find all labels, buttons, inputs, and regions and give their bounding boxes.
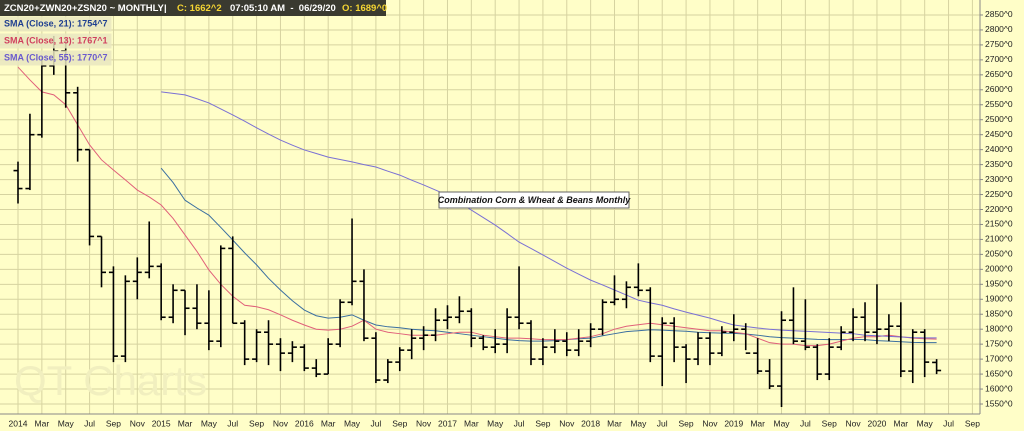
x-tick-label: 2019 <box>724 418 743 428</box>
x-tick-label: Jul <box>227 418 238 428</box>
y-tick-label: 2750^0 <box>985 39 1013 49</box>
x-tick-label: Nov <box>702 418 718 428</box>
x-tick-label: 2017 <box>438 418 457 428</box>
header-separator: | <box>164 3 167 14</box>
x-tick-label: Sep <box>679 418 694 428</box>
ohlc-bars <box>13 35 942 408</box>
y-tick-label: 1900^0 <box>985 294 1013 304</box>
y-tick-label: 2500^0 <box>985 114 1013 124</box>
y-tick-label: 2200^0 <box>985 204 1013 214</box>
y-tick-label: 2300^0 <box>985 174 1013 184</box>
header: ZCN20+ZWN20+ZSN20 ~ MONTHLY | C: 1662^2 … <box>0 0 387 16</box>
legend-label: SMA (Close, 55): 1770^7 <box>4 52 107 62</box>
y-tick-label: 1950^0 <box>985 279 1013 289</box>
legend-bg <box>0 16 112 32</box>
x-tick-label: May <box>773 418 790 428</box>
y-tick-label: 2000^0 <box>985 264 1013 274</box>
y-tick-label: 2700^0 <box>985 54 1013 64</box>
x-tick-label: 2020 <box>867 418 886 428</box>
x-tick-label: 2018 <box>581 418 600 428</box>
x-tick-label: 2014 <box>9 418 28 428</box>
x-tick-label: May <box>487 418 504 428</box>
x-tick-label: Sep <box>106 418 121 428</box>
legend-bg <box>0 33 112 49</box>
header-open: O: 1689^0 <box>342 3 387 14</box>
x-tick-label: Jul <box>800 418 811 428</box>
x-tick-label: Mar <box>178 418 193 428</box>
annotation-text: Combination Corn & Wheat & Beans Monthly <box>438 195 631 205</box>
legend: SMA (Close, 21): 1754^7 SMA (Close, 13): … <box>0 16 112 66</box>
y-tick-label: 1800^0 <box>985 323 1013 333</box>
sma-line <box>17 66 937 347</box>
ticks: 1550^0 1600^0 1650^0 1700^0 1750^0 1800^0 1850… <box>9 9 1013 428</box>
sma-line <box>160 167 937 344</box>
x-tick-label: 2015 <box>152 418 171 428</box>
x-tick-label: 2016 <box>295 418 314 428</box>
y-tick-label: 2800^0 <box>985 24 1013 34</box>
x-tick-label: Jul <box>84 418 95 428</box>
x-tick-label: Mar <box>464 418 479 428</box>
x-tick-label: Sep <box>965 418 980 428</box>
header-bg <box>0 0 386 16</box>
y-tick-label: 2100^0 <box>985 234 1013 244</box>
y-tick-label: 2250^0 <box>985 189 1013 199</box>
legend-label: SMA (Close, 13): 1767^1 <box>4 35 107 45</box>
y-tick-label: 2050^0 <box>985 249 1013 259</box>
x-tick-label: Sep <box>822 418 837 428</box>
legend-label: SMA (Close, 21): 1754^7 <box>4 18 107 28</box>
y-tick-label: 1850^0 <box>985 308 1013 318</box>
x-tick-label: Nov <box>846 418 862 428</box>
x-tick-label: May <box>201 418 218 428</box>
watermark: QT Charts <box>14 357 207 404</box>
header-symbol: ZCN20+ZWN20+ZSN20 ~ MONTHLY <box>4 3 165 14</box>
y-tick-label: 1750^0 <box>985 338 1013 348</box>
x-tick-label: Sep <box>249 418 264 428</box>
x-tick-label: Nov <box>559 418 575 428</box>
y-tick-label: 2350^0 <box>985 159 1013 169</box>
x-tick-label: Mar <box>750 418 765 428</box>
x-tick-label: Jul <box>657 418 668 428</box>
x-tick-label: Sep <box>535 418 550 428</box>
x-tick-label: Mar <box>35 418 50 428</box>
x-tick-label: Jul <box>370 418 381 428</box>
annotation: Combination Corn & Wheat & Beans Monthly <box>438 191 631 209</box>
y-tick-label: 2600^0 <box>985 84 1013 94</box>
legend-bg <box>0 50 112 66</box>
x-tick-label: May <box>630 418 647 428</box>
y-tick-label: 2400^0 <box>985 144 1013 154</box>
x-tick-label: Jul <box>514 418 525 428</box>
sma-line <box>161 91 937 339</box>
annotation-box <box>438 191 630 209</box>
x-tick-label: May <box>58 418 75 428</box>
y-tick-label: 2550^0 <box>985 99 1013 109</box>
x-tick-label: Nov <box>130 418 146 428</box>
y-tick-label: 1550^0 <box>985 398 1013 408</box>
header-timestamp: 07:05:10 AM - 06/29/20 <box>230 3 336 14</box>
header-close: C: 1662^2 <box>177 3 222 14</box>
y-tick-label: 2450^0 <box>985 129 1013 139</box>
x-tick-label: May <box>917 418 934 428</box>
x-tick-label: Mar <box>321 418 336 428</box>
x-tick-label: May <box>344 418 361 428</box>
x-tick-label: Sep <box>392 418 407 428</box>
x-tick-label: Mar <box>607 418 622 428</box>
y-tick-label: 1600^0 <box>985 383 1013 393</box>
y-tick-label: 2150^0 <box>985 219 1013 229</box>
y-tick-label: 2850^0 <box>985 9 1013 19</box>
y-tick-label: 1650^0 <box>985 368 1013 378</box>
x-tick-label: Jul <box>943 418 954 428</box>
x-tick-label: Nov <box>273 418 289 428</box>
y-tick-label: 2650^0 <box>985 69 1013 79</box>
x-tick-label: Mar <box>893 418 908 428</box>
x-tick-label: Nov <box>416 418 432 428</box>
sma-lines <box>17 66 937 347</box>
y-tick-label: 1700^0 <box>985 353 1013 363</box>
